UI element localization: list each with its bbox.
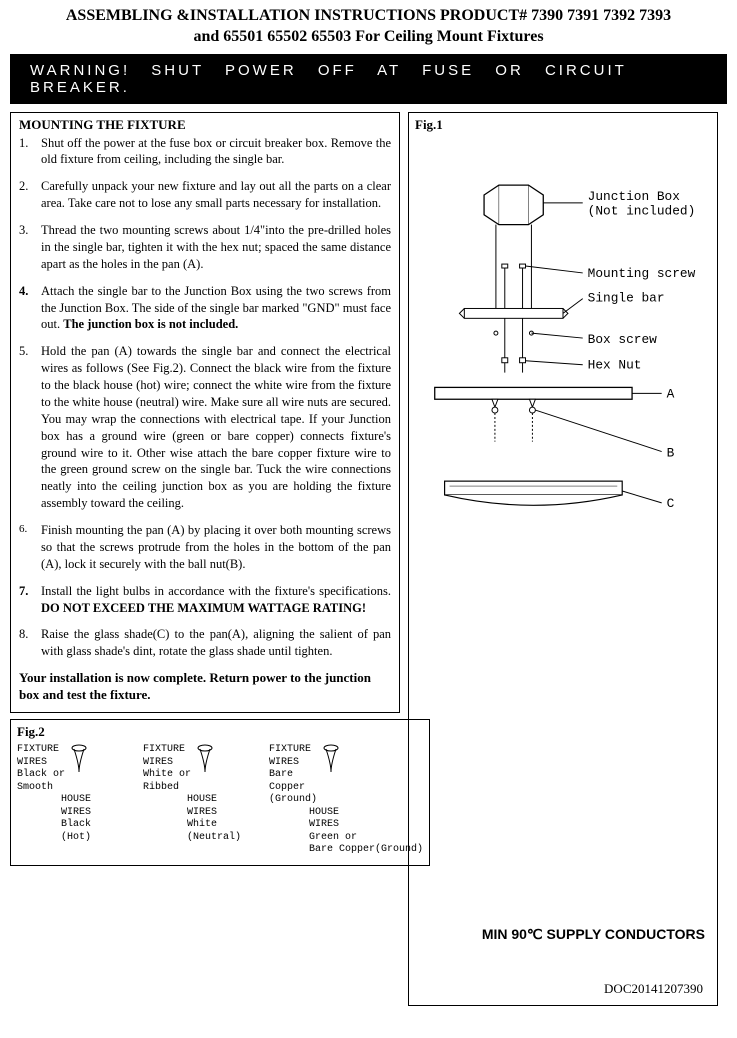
fig1-diagram: Junction Box (Not included) Mounting scr… <box>415 133 711 553</box>
left-column: MOUNTING THE FIXTURE 1.Shut off the powe… <box>10 112 400 1006</box>
document-number: DOC20141207390 <box>604 981 703 997</box>
step-7: 7.Install the light bulbs in accordance … <box>19 583 391 617</box>
fig2-col-3: FIXTURE WIRES Bare Copper (Ground) HOUSE… <box>269 744 423 857</box>
step-2: 2.Carefully unpack your new fixture and … <box>19 178 391 212</box>
step-1: 1.Shut off the power at the fuse box or … <box>19 135 391 169</box>
step-4: 4.Attach the single bar to the Junction … <box>19 283 391 334</box>
svg-text:A: A <box>667 386 675 401</box>
step-6: 6.Finish mounting the pan (A) by placing… <box>19 522 391 573</box>
step-3: 3.Thread the two mounting screws about 1… <box>19 222 391 273</box>
fig1-label: Fig.1 <box>415 117 711 133</box>
title-line-2: and 65501 65502 65503 For Ceiling Mount … <box>193 28 543 45</box>
supply-conductors-note: MIN 90℃ SUPPLY CONDUCTORS <box>482 926 705 943</box>
wire-nut-icon <box>195 744 215 774</box>
fig1-panel: Fig.1 <box>408 112 718 1006</box>
wire-nut-icon <box>69 744 89 774</box>
svg-text:C: C <box>667 495 675 510</box>
fig2-col-1: FIXTURE WIRES Black or Smooth HOUSE WIRE… <box>17 744 137 857</box>
fig2-col-2: FIXTURE WIRES White or Ribbed HOUSE WIRE… <box>143 744 263 857</box>
svg-text:Single bar: Single bar <box>588 290 665 305</box>
step-8: 8.Raise the glass shade(C) to the pan(A)… <box>19 626 391 660</box>
page-title: ASSEMBLING &INSTALLATION INSTRUCTIONS PR… <box>10 6 727 48</box>
steps-list: 1.Shut off the power at the fuse box or … <box>19 135 391 661</box>
svg-text:Hex Nut: Hex Nut <box>588 357 642 372</box>
title-line-1: ASSEMBLING &INSTALLATION INSTRUCTIONS PR… <box>66 7 671 24</box>
instructions-panel: MOUNTING THE FIXTURE 1.Shut off the powe… <box>10 112 400 713</box>
svg-text:B: B <box>667 445 675 460</box>
warning-banner: WARNING! SHUT POWER OFF AT FUSE OR CIRCU… <box>10 54 727 104</box>
svg-text:(Not included): (Not included) <box>588 203 696 218</box>
fig2-panel: Fig.2 FIXTURE WIRES Black or Smooth HOUS… <box>10 719 430 866</box>
svg-text:Junction Box: Junction Box <box>588 189 681 204</box>
fig2-row: FIXTURE WIRES Black or Smooth HOUSE WIRE… <box>17 744 423 857</box>
fig2-label: Fig.2 <box>17 724 423 740</box>
main-grid: MOUNTING THE FIXTURE 1.Shut off the powe… <box>10 112 727 1006</box>
mounting-header: MOUNTING THE FIXTURE <box>19 117 391 133</box>
wire-nut-icon <box>321 744 341 774</box>
complete-note: Your installation is now complete. Retur… <box>19 670 391 704</box>
svg-text:Mounting screw: Mounting screw <box>588 265 696 280</box>
svg-text:Box screw: Box screw <box>588 332 658 347</box>
step-5: 5.Hold the pan (A) towards the single ba… <box>19 343 391 512</box>
